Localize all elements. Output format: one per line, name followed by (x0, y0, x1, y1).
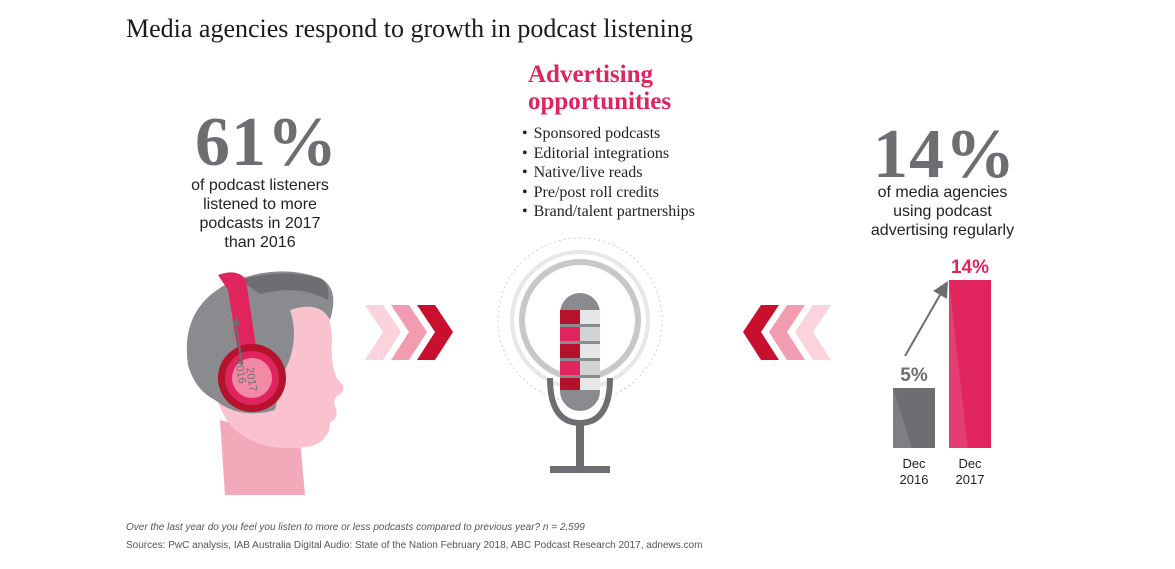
category-label: Dec (902, 456, 926, 471)
category-label: Dec (958, 456, 982, 471)
headphone-year-2016: 2016 (232, 358, 248, 384)
right-stat-line: of media agencies (877, 184, 1008, 201)
bar-value-label: 5% (900, 365, 928, 386)
advertising-list: Sponsored podcasts Editorial integration… (522, 124, 695, 222)
right-stat-value: 14% (873, 116, 1016, 193)
chevrons-right-icon (365, 305, 453, 360)
advertising-title: Advertising opportunities (528, 61, 671, 115)
bar-value-label: 14% (951, 257, 989, 278)
growth-arrow (904, 281, 948, 357)
left-stat-line: podcasts in 2017 (199, 215, 321, 232)
advertising-item: Brand/talent partnerships (522, 202, 695, 222)
right-stat-line: using podcast (893, 203, 992, 220)
footnote: Over the last year do you feel you liste… (126, 522, 585, 533)
bar-1 (949, 280, 991, 448)
advertising-item: Pre/post roll credits (522, 183, 695, 203)
right-stat-line: advertising regularly (870, 222, 1015, 239)
advertising-title-line: opportunities (528, 88, 672, 115)
advertising-item: Sponsored podcasts (522, 124, 695, 144)
chevrons-left-icon (743, 305, 831, 360)
sources: Sources: PwC analysis, IAB Australia Dig… (126, 540, 703, 551)
advertising-title-line: Advertising (528, 61, 653, 88)
microphone-icon (497, 237, 663, 473)
advertising-item: Editorial integrations (522, 144, 695, 164)
left-stat-line: listened to more (203, 196, 317, 213)
category-label: 2017 (956, 472, 985, 487)
left-stat-value: 61% (195, 104, 338, 181)
category-label: 2016 (900, 472, 929, 487)
bar-0 (893, 388, 935, 448)
page-title: Media agencies respond to growth in podc… (126, 14, 693, 43)
bar-shade-0 (893, 388, 912, 448)
right-stat-description: of media agencies using podcast advertis… (860, 183, 1025, 240)
advertising-item: Native/live reads (522, 163, 695, 183)
left-stat-line: of podcast listeners (191, 177, 329, 194)
bar-shade-1 (949, 280, 968, 448)
listener-headphones-illustration: 2017 2016 (186, 271, 344, 495)
left-stat-description: of podcast listeners listened to more po… (165, 176, 355, 252)
headphone-year-2017: 2017 (243, 366, 259, 392)
left-stat-line: than 2016 (224, 234, 296, 251)
